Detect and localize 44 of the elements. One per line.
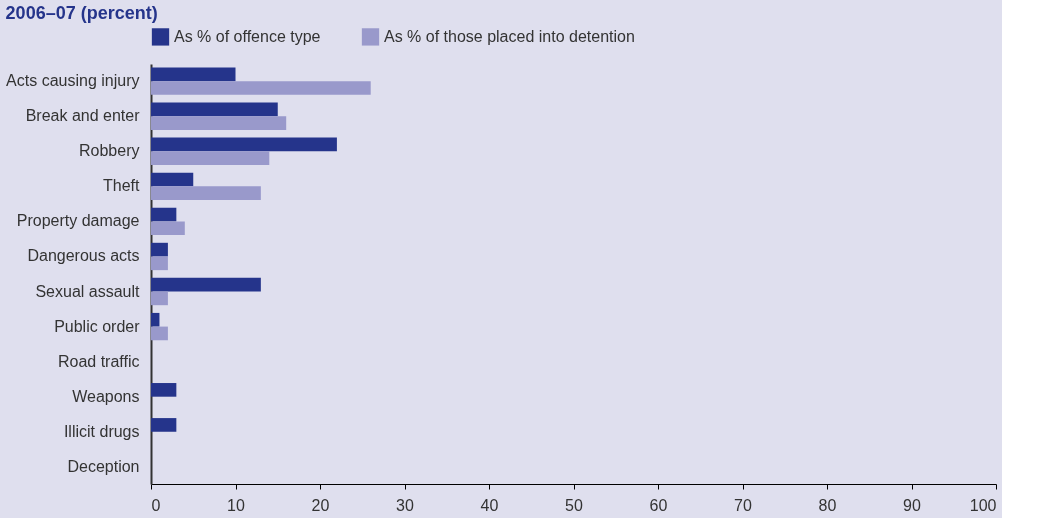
bar	[151, 151, 270, 165]
bar	[151, 326, 168, 341]
bar	[151, 312, 160, 327]
bar	[151, 383, 177, 397]
y-tick-label: Theft	[103, 177, 141, 195]
bar	[151, 186, 261, 201]
y-tick-label: Break and enter	[25, 107, 141, 125]
bar	[151, 207, 177, 222]
y-tick-label: Property damage	[16, 212, 140, 230]
x-tick-label: 90	[903, 496, 921, 514]
y-tick-label: Deception	[67, 457, 140, 475]
y-tick-label: Road traffic	[57, 352, 140, 370]
x-tick-label: 10	[227, 496, 245, 514]
legend-label: As % of those placed into detention	[384, 27, 635, 45]
x-tick-label: 60	[649, 496, 668, 514]
x-tick-label: 40	[480, 496, 499, 514]
bar	[151, 221, 185, 236]
bar	[151, 242, 168, 257]
y-tick-label: Dangerous acts	[27, 247, 140, 265]
bar	[151, 291, 168, 306]
x-tick-label: 80	[818, 496, 837, 514]
bar	[151, 277, 261, 292]
y-tick-label: Sexual assault	[35, 282, 141, 300]
x-tick-label: 70	[734, 496, 752, 514]
bar	[151, 116, 287, 130]
x-tick-label: 100	[969, 496, 997, 514]
legend-label: As % of offence type	[174, 27, 321, 45]
y-tick-label: Acts causing injury	[6, 72, 140, 90]
y-tick-label: Public order	[54, 317, 141, 335]
bar	[151, 81, 371, 95]
bar	[151, 102, 278, 117]
y-tick-label: Weapons	[72, 387, 140, 405]
y-tick-label: Robbery	[79, 142, 140, 160]
bar	[151, 256, 168, 271]
x-tick-label: 50	[565, 496, 583, 514]
x-tick-label: 20	[311, 496, 330, 514]
y-tick-label: Illicit drugs	[63, 422, 140, 440]
bar	[151, 418, 177, 432]
x-tick-label: 30	[396, 496, 414, 514]
bar	[151, 137, 337, 152]
chart-title: 2006–07 (percent)	[5, 3, 158, 23]
bar	[151, 172, 194, 187]
bar	[151, 67, 236, 82]
x-tick-label: 0	[151, 496, 161, 514]
